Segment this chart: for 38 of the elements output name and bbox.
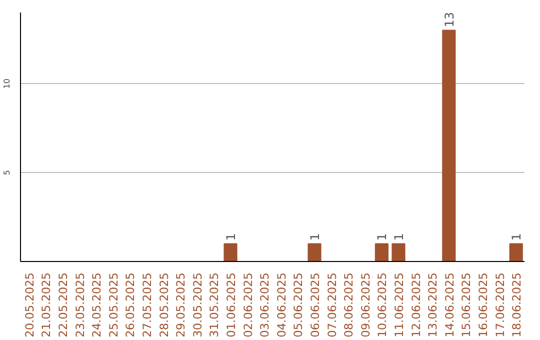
x-tick-label: 23.05.2025	[72, 272, 87, 338]
x-tick-label: 22.05.2025	[56, 272, 70, 338]
y-tick-label: 10	[2, 78, 12, 89]
x-tick-label: 27.05.2025	[140, 272, 154, 338]
x-tick-label: 01.06.2025	[224, 272, 238, 338]
y-tick-label: 5	[2, 170, 12, 176]
x-tick-label: 10.06.2025	[375, 272, 390, 338]
x-tick-label: 04.06.2025	[274, 272, 288, 338]
data-label: 1	[392, 233, 406, 241]
x-tick-label: 30.05.2025	[190, 272, 204, 338]
x-tick-label: 25.05.2025	[106, 272, 120, 338]
x-tick-label: 14.06.2025	[442, 272, 456, 338]
x-tick-label: 29.05.2025	[174, 272, 188, 338]
x-tick-label: 17.06.2025	[492, 272, 507, 338]
x-tick-label: 12.06.2025	[408, 272, 423, 338]
x-tick-label: 31.05.2025	[207, 272, 222, 338]
x-tick-label: 03.06.2025	[258, 272, 272, 338]
x-tick-label: 02.06.2025	[240, 272, 255, 338]
x-tick-label: 16.06.2025	[476, 272, 490, 338]
data-label: 1	[308, 233, 322, 241]
x-tick-label: 13.06.2025	[426, 272, 440, 338]
data-label: 13	[442, 12, 456, 28]
x-tick-label: 05.06.2025	[291, 272, 306, 338]
x-tick-label: 09.06.2025	[358, 272, 372, 338]
x-tick-label: 24.05.2025	[90, 272, 104, 338]
x-tick-label: 26.05.2025	[123, 272, 138, 338]
x-tick-label: 06.06.2025	[308, 272, 322, 338]
x-tick-label: 07.06.2025	[324, 272, 339, 338]
x-tick-label: 15.06.2025	[459, 272, 474, 338]
x-tick-label: 08.06.2025	[342, 272, 356, 338]
x-tick-label: 18.06.2025	[510, 272, 524, 338]
data-label: 1	[375, 233, 390, 241]
x-tick-label: 28.05.2025	[156, 272, 171, 338]
data-label: 1	[510, 233, 524, 241]
data-label: 1	[224, 233, 238, 241]
x-tick-label: 20.05.2025	[22, 272, 36, 338]
x-tick-label: 21.05.2025	[39, 272, 54, 338]
x-tick-label: 11.06.2025	[392, 272, 406, 338]
